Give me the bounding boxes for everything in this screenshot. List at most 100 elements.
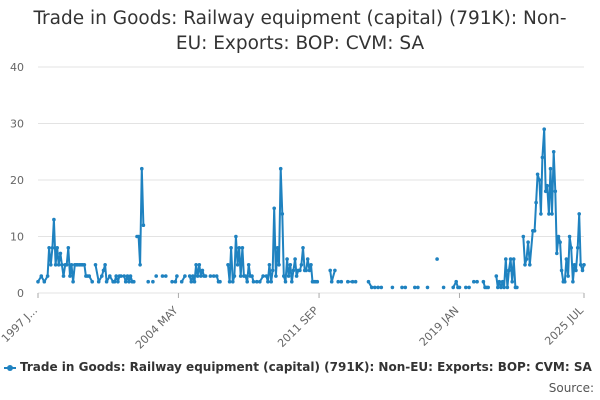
data-point[interactable]: [441, 285, 446, 290]
data-point[interactable]: [258, 279, 262, 284]
data-point[interactable]: [60, 263, 64, 267]
data-point[interactable]: [454, 279, 459, 284]
data-point[interactable]: [264, 274, 269, 278]
data-point[interactable]: [127, 279, 131, 284]
data-point[interactable]: [333, 268, 337, 273]
data-point[interactable]: [526, 240, 530, 244]
data-point[interactable]: [71, 279, 75, 284]
data-point[interactable]: [315, 279, 320, 284]
data-point[interactable]: [537, 178, 542, 182]
data-point[interactable]: [403, 285, 408, 290]
data-point[interactable]: [194, 263, 198, 267]
data-point[interactable]: [49, 263, 53, 267]
data-point[interactable]: [112, 279, 117, 284]
data-point[interactable]: [548, 166, 553, 171]
data-point[interactable]: [52, 217, 56, 222]
series-0[interactable]: [36, 127, 586, 290]
data-point[interactable]: [272, 206, 277, 211]
data-point[interactable]: [136, 234, 141, 239]
data-point[interactable]: [245, 279, 249, 284]
data-point[interactable]: [523, 263, 527, 267]
data-point[interactable]: [237, 246, 241, 250]
data-point[interactable]: [119, 274, 123, 278]
data-point[interactable]: [580, 268, 585, 273]
data-point[interactable]: [510, 279, 514, 284]
data-point[interactable]: [282, 274, 286, 278]
data-point[interactable]: [366, 279, 371, 284]
data-point[interactable]: [339, 279, 344, 284]
data-point[interactable]: [238, 274, 243, 278]
data-point[interactable]: [500, 279, 505, 284]
data-point[interactable]: [140, 166, 144, 171]
data-point[interactable]: [96, 279, 101, 284]
data-point[interactable]: [416, 285, 420, 290]
data-point[interactable]: [164, 274, 168, 278]
data-point[interactable]: [353, 279, 358, 284]
data-point[interactable]: [551, 150, 556, 154]
data-point[interactable]: [511, 257, 516, 261]
data-point[interactable]: [53, 263, 58, 267]
data-point[interactable]: [497, 279, 502, 284]
data-point[interactable]: [542, 127, 546, 131]
data-point[interactable]: [269, 279, 274, 284]
data-point[interactable]: [451, 285, 456, 290]
data-point[interactable]: [278, 166, 283, 171]
data-point[interactable]: [499, 285, 503, 290]
data-point[interactable]: [108, 274, 112, 278]
data-point[interactable]: [197, 263, 202, 267]
data-point[interactable]: [208, 274, 213, 278]
data-point[interactable]: [379, 285, 384, 290]
data-point[interactable]: [45, 274, 50, 278]
data-point[interactable]: [350, 279, 355, 284]
data-point[interactable]: [481, 279, 486, 284]
data-point[interactable]: [571, 279, 575, 284]
data-point[interactable]: [250, 274, 254, 278]
data-point[interactable]: [373, 285, 377, 290]
data-point[interactable]: [504, 257, 508, 261]
legend[interactable]: Trade in Goods: Railway equipment (capit…: [4, 360, 592, 374]
data-point[interactable]: [58, 251, 63, 256]
data-point[interactable]: [125, 274, 130, 278]
data-point[interactable]: [191, 274, 195, 278]
data-point[interactable]: [545, 183, 549, 188]
data-point[interactable]: [42, 279, 47, 284]
data-point[interactable]: [508, 257, 513, 261]
data-point[interactable]: [566, 274, 570, 278]
data-point[interactable]: [304, 268, 309, 273]
data-point[interactable]: [277, 263, 281, 267]
data-point[interactable]: [505, 285, 510, 290]
data-point[interactable]: [539, 212, 543, 216]
data-point[interactable]: [328, 268, 333, 273]
data-point[interactable]: [564, 257, 569, 261]
data-point[interactable]: [39, 274, 44, 278]
data-point[interactable]: [305, 257, 310, 261]
data-point[interactable]: [555, 251, 559, 256]
data-point[interactable]: [61, 274, 66, 278]
data-point[interactable]: [535, 172, 540, 177]
data-point[interactable]: [128, 274, 133, 278]
data-point[interactable]: [309, 263, 313, 267]
data-point[interactable]: [251, 279, 256, 284]
data-point[interactable]: [569, 246, 573, 250]
data-point[interactable]: [286, 274, 291, 278]
data-point[interactable]: [472, 279, 476, 284]
data-point[interactable]: [138, 263, 142, 267]
data-point[interactable]: [285, 257, 289, 261]
data-point[interactable]: [578, 263, 583, 267]
data-point[interactable]: [229, 246, 233, 250]
data-point[interactable]: [521, 234, 526, 239]
data-point[interactable]: [329, 279, 334, 284]
data-point[interactable]: [575, 246, 580, 250]
data-point[interactable]: [218, 279, 222, 284]
data-point[interactable]: [496, 285, 500, 290]
data-point[interactable]: [50, 246, 55, 250]
data-point[interactable]: [283, 279, 288, 284]
data-point[interactable]: [390, 285, 395, 290]
data-point[interactable]: [346, 279, 350, 284]
data-point[interactable]: [267, 263, 272, 267]
data-point[interactable]: [132, 279, 136, 284]
data-point[interactable]: [116, 279, 120, 284]
data-point[interactable]: [195, 274, 200, 278]
data-point[interactable]: [235, 263, 240, 267]
data-point[interactable]: [556, 234, 561, 239]
